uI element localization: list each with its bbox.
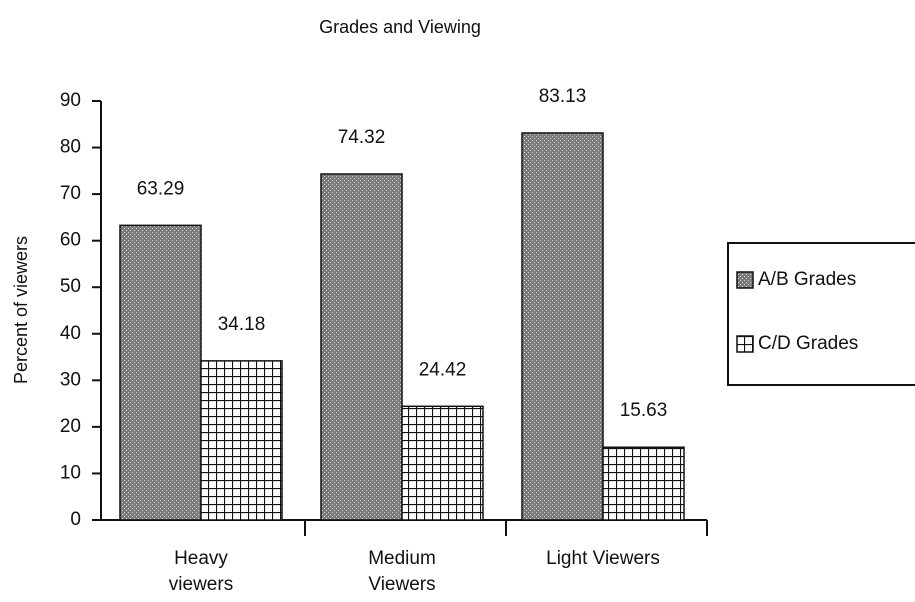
- y-tick-label: 60: [60, 230, 81, 251]
- y-tick-label: 20: [60, 416, 81, 437]
- bar: [521, 132, 604, 521]
- bar: [602, 446, 685, 521]
- legend-label: A/B Grades: [758, 269, 856, 290]
- y-tick-label: 70: [60, 183, 81, 204]
- bar: [119, 224, 202, 521]
- y-tick-label: 90: [60, 90, 81, 111]
- value-label: 15.63: [620, 400, 668, 421]
- bar: [200, 360, 283, 521]
- x-tick-label: Heavy viewers: [168, 548, 234, 595]
- value-label: 34.18: [218, 314, 266, 335]
- y-tick-label: 80: [60, 137, 81, 158]
- x-tick-label: Medium Viewers: [368, 548, 436, 595]
- legend-swatch: [736, 271, 754, 289]
- legend-box: [727, 242, 915, 386]
- legend-label: C/D Grades: [758, 333, 858, 354]
- y-tick-label: 0: [70, 509, 81, 530]
- y-axis-label: Percent of viewers: [11, 236, 31, 384]
- value-label: 83.13: [539, 86, 587, 107]
- y-tick-label: 30: [60, 369, 81, 390]
- legend-swatch: [736, 335, 754, 353]
- y-tick-label: 10: [60, 462, 81, 483]
- chart-title: Grades and Viewing: [319, 17, 481, 37]
- bar: [401, 405, 484, 521]
- value-label: 24.42: [419, 359, 467, 380]
- value-label: 63.29: [137, 178, 185, 199]
- x-tick-label: Light Viewers: [546, 548, 660, 569]
- y-tick-label: 40: [60, 323, 81, 344]
- value-label: 74.32: [338, 127, 386, 148]
- y-tick-label: 50: [60, 276, 81, 297]
- bar: [320, 173, 403, 521]
